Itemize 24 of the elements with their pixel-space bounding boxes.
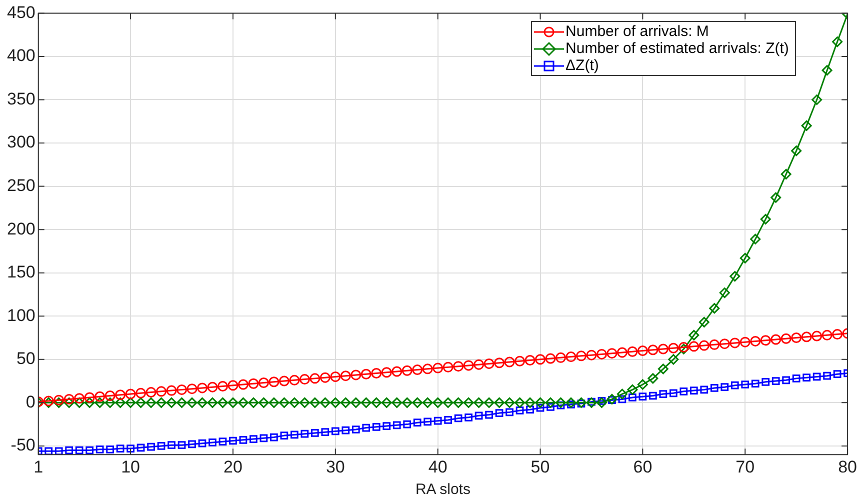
y-tick-label: 200 xyxy=(6,219,36,238)
x-tick-label: 50 xyxy=(530,457,550,476)
y-tick-label: 450 xyxy=(6,2,36,22)
legend-label: Number of estimated arrivals: Z(t) xyxy=(566,40,789,58)
x-tick-label: 70 xyxy=(736,457,755,476)
y-tick-label: 250 xyxy=(6,176,36,195)
y-tick-label: 300 xyxy=(6,132,36,152)
x-tick-label: 40 xyxy=(428,457,448,476)
y-tick-label: 50 xyxy=(16,349,36,368)
y-tick-label: 0 xyxy=(26,392,36,412)
y-tick-label: 350 xyxy=(6,89,36,108)
y-tick-label: 400 xyxy=(6,46,36,66)
x-tick-label: 30 xyxy=(326,457,345,476)
x-tick-label: 20 xyxy=(224,457,242,476)
legend-label: ΔZ(t) xyxy=(566,57,599,74)
x-tick-label: 1 xyxy=(34,457,44,476)
legend-label: Number of arrivals: M xyxy=(566,23,709,40)
x-tick-label: 60 xyxy=(633,457,652,476)
x-tick-label: 10 xyxy=(121,457,140,476)
x-axis-title: RA slots xyxy=(415,481,470,498)
y-tick-label: 150 xyxy=(6,262,36,282)
x-tick-label: 80 xyxy=(838,457,858,476)
y-tick-label: 100 xyxy=(6,306,36,325)
y-tick-label: -50 xyxy=(10,436,36,455)
